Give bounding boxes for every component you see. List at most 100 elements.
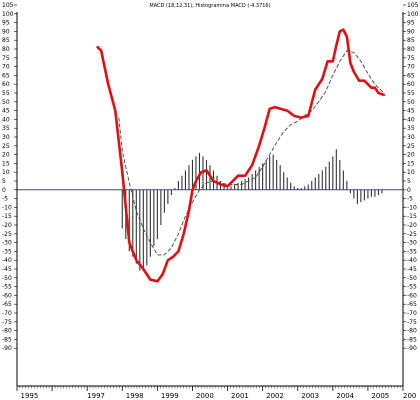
x-tick-label: 2001 xyxy=(231,392,249,400)
y-tick-label-right: -30 xyxy=(407,240,417,247)
y-tick-label-left: -80 xyxy=(2,328,12,335)
y-axis-left: 1051009590858075706560555045403530252015… xyxy=(2,2,17,352)
histogram-bars xyxy=(121,149,383,271)
y-tick-label-left: -70 xyxy=(2,310,12,317)
y-tick-label-right: -35 xyxy=(407,248,417,255)
y-tick-label-left: -85 xyxy=(2,336,12,343)
y-tick-label-left: 30 xyxy=(2,134,10,141)
chart-title: MACD (18,12,31), Histogramma MACD (-4.37… xyxy=(149,3,270,9)
y-tick-label-left: -75 xyxy=(2,319,12,326)
y-tick-label-right: -55 xyxy=(407,284,417,291)
y-tick-label-right: -5 xyxy=(407,196,413,203)
x-axis: 1995 1997 1998 1999 2000 2001 2002 2003 2004 2005… xyxy=(16,386,416,400)
y-tick-label-left: -65 xyxy=(2,301,12,308)
y-tick-label-right: -10 xyxy=(407,204,417,211)
y-tick-label-left: -90 xyxy=(2,345,12,352)
x-tick-label: 2002 xyxy=(266,392,284,400)
y-tick-label-left: 0 xyxy=(2,187,6,194)
y-tick-label-left: 20 xyxy=(2,152,10,159)
y-tick-label-right: -90 xyxy=(407,345,417,352)
y-tick-label-right: 45 xyxy=(407,108,415,115)
y-tick-label-right: 10 xyxy=(407,169,415,176)
y-tick-label-right: 90 xyxy=(407,28,415,35)
y-tick-label-right: 20 xyxy=(407,152,415,159)
y-tick-label-right: 75 xyxy=(407,55,415,62)
y-tick-label-left: 50 xyxy=(2,99,10,106)
y-tick-label-right: -75 xyxy=(407,319,417,326)
x-tick-label: 2000 xyxy=(196,392,214,400)
y-tick-label-left: 45 xyxy=(2,108,10,115)
y-tick-label-right: -60 xyxy=(407,292,417,299)
y-tick-label-left: 25 xyxy=(2,143,10,150)
y-tick-label-left: 60 xyxy=(2,81,10,88)
y-tick-label-right: 55 xyxy=(407,90,415,97)
y-tick-label-right: 35 xyxy=(407,125,415,132)
y-tick-label-right: 25 xyxy=(407,143,415,150)
y-tick-label-right: -40 xyxy=(407,257,417,264)
y-tick-label-right: 70 xyxy=(407,64,415,71)
y-tick-label-left: 105 xyxy=(2,2,14,9)
y-tick-label-right: 15 xyxy=(407,160,415,167)
y-tick-label-left: 80 xyxy=(2,46,10,53)
y-tick-label-right: 105 xyxy=(407,2,419,9)
y-tick-label-right: 0 xyxy=(407,187,411,194)
y-tick-label-left: 5 xyxy=(2,178,6,185)
y-tick-label-left: -30 xyxy=(2,240,12,247)
y-tick-label-right: 50 xyxy=(407,99,415,106)
y-tick-label-right: 85 xyxy=(407,37,415,44)
y-tick-label-right: -50 xyxy=(407,275,417,282)
y-tick-label-right: -65 xyxy=(407,301,417,308)
y-tick-label-right: 5 xyxy=(407,178,411,185)
y-tick-label-right: -15 xyxy=(407,213,417,220)
y-tick-label-left: -60 xyxy=(2,292,12,299)
y-tick-label-left: 35 xyxy=(2,125,10,132)
signal-line xyxy=(118,50,385,256)
y-tick-label-right: 100 xyxy=(407,11,419,18)
y-tick-label-left: 90 xyxy=(2,28,10,35)
x-tick-label: 200 xyxy=(403,392,416,400)
y-tick-label-right: -70 xyxy=(407,310,417,317)
x-tick-label: 1999 xyxy=(161,392,179,400)
x-tick-label: 2003 xyxy=(301,392,319,400)
y-tick-label-right: -85 xyxy=(407,336,417,343)
y-tick-label-right: 60 xyxy=(407,81,415,88)
y-tick-label-left: -45 xyxy=(2,266,12,273)
x-tick-label: 1998 xyxy=(126,392,144,400)
y-tick-label-left: -55 xyxy=(2,284,12,291)
y-tick-label-right: -45 xyxy=(407,266,417,273)
y-axis-right: 1051009590858075706560555045403530252015… xyxy=(403,2,419,352)
y-tick-label-left: -25 xyxy=(2,231,12,238)
y-tick-label-left: 95 xyxy=(2,20,10,27)
y-tick-label-left: 75 xyxy=(2,55,10,62)
y-tick-label-left: -5 xyxy=(2,196,8,203)
y-tick-label-left: 70 xyxy=(2,64,10,71)
x-tick-label: 1995 xyxy=(21,392,39,400)
y-tick-label-right: -80 xyxy=(407,328,417,335)
y-tick-label-right: 65 xyxy=(407,72,415,79)
y-tick-label-left: -50 xyxy=(2,275,12,282)
y-tick-label-left: 10 xyxy=(2,169,10,176)
y-tick-label-right: 80 xyxy=(407,46,415,53)
y-tick-label-left: 15 xyxy=(2,160,10,167)
y-tick-label-left: -35 xyxy=(2,248,12,255)
y-tick-label-right: -25 xyxy=(407,231,417,238)
x-tick-label: 2004 xyxy=(336,392,354,400)
y-tick-label-right: 40 xyxy=(407,116,415,123)
y-tick-label-left: 100 xyxy=(2,11,14,18)
y-tick-label-left: -40 xyxy=(2,257,12,264)
y-tick-label-right: 30 xyxy=(407,134,415,141)
macd-line xyxy=(96,28,385,283)
y-tick-label-right: -20 xyxy=(407,222,417,229)
y-tick-label-left: -10 xyxy=(2,204,12,211)
y-tick-label-left: -20 xyxy=(2,222,12,229)
y-tick-label-left: 55 xyxy=(2,90,10,97)
x-tick-label: 1997 xyxy=(87,392,105,400)
y-tick-label-left: 85 xyxy=(2,37,10,44)
y-tick-label-left: -15 xyxy=(2,213,12,220)
y-tick-label-left: 65 xyxy=(2,72,10,79)
y-tick-label-left: 40 xyxy=(2,116,10,123)
x-tick-label: 2005 xyxy=(371,392,389,400)
y-tick-label-right: 95 xyxy=(407,20,415,27)
